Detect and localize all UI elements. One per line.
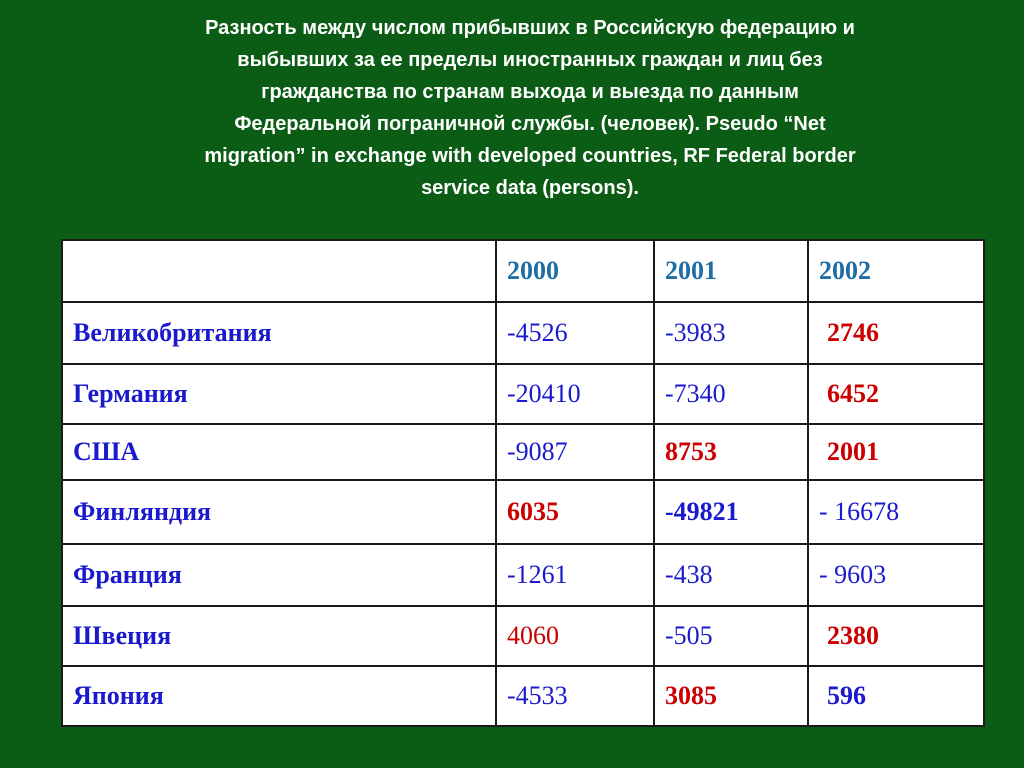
value-cell: -20410 xyxy=(495,363,655,425)
country-cell: Япония xyxy=(61,665,497,727)
year-header-2001: 2001 xyxy=(653,239,809,303)
title-line: Федеральной пограничной службы. (человек… xyxy=(234,113,826,135)
value-cell: 2001 xyxy=(807,423,985,481)
value-cell: - 16678 xyxy=(807,479,985,545)
title-line: migration” in exchange with developed co… xyxy=(204,145,856,167)
country-cell: Финляндия xyxy=(61,479,497,545)
value-cell: -1261 xyxy=(495,543,655,607)
header-empty-cell xyxy=(61,239,497,303)
year-header-2002: 2002 xyxy=(807,239,985,303)
value-cell: -7340 xyxy=(653,363,809,425)
value-cell: 2746 xyxy=(807,301,985,365)
year-header-2000: 2000 xyxy=(495,239,655,303)
migration-table: 2000 2001 2002 Великобритания -4526 -398… xyxy=(61,239,985,727)
value-cell: 8753 xyxy=(653,423,809,481)
title-line: Разность между числом прибывших в Россий… xyxy=(205,17,855,39)
value-cell: 6452 xyxy=(807,363,985,425)
title-line: service data (persons). xyxy=(421,177,639,199)
value-cell: -4533 xyxy=(495,665,655,727)
value-cell: 4060 xyxy=(495,605,655,667)
table-row: Франция -1261 -438 - 9603 xyxy=(61,543,985,607)
value-cell: 596 xyxy=(807,665,985,727)
value-cell: 6035 xyxy=(495,479,655,545)
table-row: Великобритания -4526 -3983 2746 xyxy=(61,301,985,365)
country-cell: Германия xyxy=(61,363,497,425)
table-row: Финляндия 6035 -49821 - 16678 xyxy=(61,479,985,545)
country-cell: Франция xyxy=(61,543,497,607)
value-cell: -4526 xyxy=(495,301,655,365)
table-row: Япония -4533 3085 596 xyxy=(61,665,985,727)
title-line: выбывших за ее пределы иностранных гражд… xyxy=(237,49,823,71)
value-cell: -505 xyxy=(653,605,809,667)
value-cell: -3983 xyxy=(653,301,809,365)
value-cell: -49821 xyxy=(653,479,809,545)
table-row: Германия -20410 -7340 6452 xyxy=(61,363,985,425)
value-cell: - 9603 xyxy=(807,543,985,607)
table-row: Швеция 4060 -505 2380 xyxy=(61,605,985,667)
country-cell: Швеция xyxy=(61,605,497,667)
table-header-row: 2000 2001 2002 xyxy=(61,239,985,303)
value-cell: 3085 xyxy=(653,665,809,727)
value-cell: -9087 xyxy=(495,423,655,481)
country-cell: Великобритания xyxy=(61,301,497,365)
value-cell: -438 xyxy=(653,543,809,607)
country-cell: США xyxy=(61,423,497,481)
value-cell: 2380 xyxy=(807,605,985,667)
title-line: гражданства по странам выхода и выезда п… xyxy=(261,81,799,103)
table-row: США -9087 8753 2001 xyxy=(61,423,985,481)
slide-title: Разность между числом прибывших в Россий… xyxy=(95,12,965,204)
